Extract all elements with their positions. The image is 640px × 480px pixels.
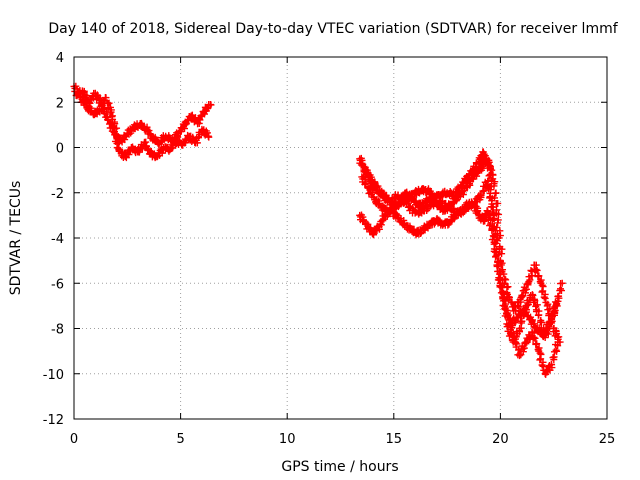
axis-ticks — [73, 56, 608, 420]
y-axis-title: SDTVAR / TECUs — [8, 181, 24, 296]
grid-lines — [74, 57, 607, 419]
chart-title: Day 140 of 2018, Sidereal Day-to-day VTE… — [48, 21, 618, 37]
series-track-b — [72, 86, 213, 162]
y-tick-label: 0 — [56, 142, 64, 157]
y-tick-labels: 4 2 0 -2 -4 -6 -8 -10 -12 — [43, 51, 64, 428]
plot-frame — [73, 56, 608, 420]
x-tick-label: 25 — [599, 432, 616, 447]
x-tick-label: 20 — [492, 432, 509, 447]
y-tick-label: -10 — [43, 368, 64, 383]
x-tick-label: 5 — [176, 432, 184, 447]
y-tick-label: -4 — [51, 232, 64, 247]
x-tick-labels: 0 5 10 15 20 25 — [70, 432, 615, 447]
y-tick-label: -12 — [43, 413, 64, 428]
series-track-e — [356, 198, 562, 378]
x-tick-label: 15 — [386, 432, 403, 447]
series-markers — [358, 155, 564, 346]
x-tick-label: 0 — [70, 432, 78, 447]
series-track-d — [358, 155, 564, 346]
x-axis-title: GPS time / hours — [281, 459, 398, 475]
y-tick-label: -8 — [51, 323, 64, 338]
y-tick-label: 2 — [56, 96, 64, 111]
series-track-f — [360, 166, 562, 346]
series-markers — [72, 86, 213, 162]
y-tick-label: 4 — [56, 51, 64, 66]
y-tick-label: -6 — [51, 277, 64, 292]
series-markers — [356, 198, 562, 378]
y-tick-label: -2 — [51, 187, 64, 202]
data-series — [70, 82, 566, 378]
series-markers — [360, 166, 562, 346]
x-tick-label: 10 — [279, 432, 296, 447]
